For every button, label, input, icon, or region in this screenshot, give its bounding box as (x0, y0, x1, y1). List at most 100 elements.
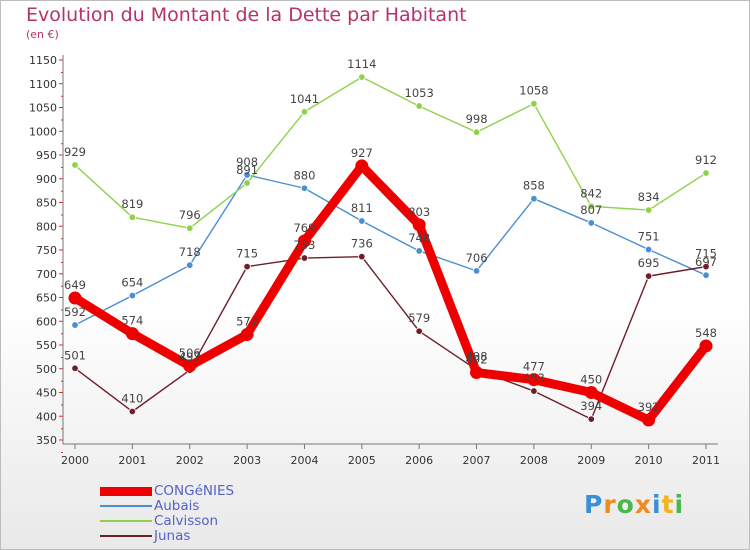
data-point (702, 262, 710, 271)
data-label: 574 (121, 314, 143, 328)
y-tick-label: 600 (36, 315, 57, 328)
data-label: 1053 (405, 86, 434, 100)
data-label: 796 (179, 208, 201, 222)
legend-swatch (100, 505, 152, 507)
x-tick-label: 2006 (405, 454, 433, 467)
x-tick-label: 2003 (233, 454, 261, 467)
logo-letter: P (584, 490, 604, 519)
data-label: 880 (293, 168, 315, 182)
data-label: 803 (408, 205, 430, 219)
data-point (644, 272, 653, 280)
data-label: 908 (236, 155, 258, 169)
y-tick-label: 700 (36, 268, 57, 281)
data-label: 477 (523, 360, 545, 374)
data-point (243, 171, 251, 179)
data-point (644, 245, 653, 254)
data-point (297, 234, 311, 248)
data-label: 929 (64, 145, 86, 159)
data-label: 842 (580, 186, 602, 200)
data-point (587, 219, 595, 227)
chart-title: Evolution du Montant de la Dette par Hab… (26, 4, 467, 26)
y-tick-label: 850 (36, 197, 57, 210)
data-label: 733 (293, 238, 315, 252)
data-label: 492 (466, 353, 488, 367)
data-point (300, 254, 309, 262)
data-label: 715 (695, 247, 717, 261)
data-point (415, 102, 423, 110)
x-tick-label: 2010 (635, 454, 663, 467)
y-tick-label: 400 (36, 410, 57, 423)
data-point (125, 327, 139, 341)
data-label: 506 (179, 346, 201, 360)
data-point (71, 321, 79, 329)
series-points (68, 73, 713, 427)
data-point (530, 387, 538, 395)
legend-swatch (100, 486, 152, 496)
x-tick-label: 2001 (118, 454, 146, 467)
legend-label: CONGéNIES (154, 483, 235, 499)
data-point (300, 184, 309, 192)
series-line-junas (74, 255, 707, 420)
x-tick-label: 2005 (348, 454, 376, 467)
logo-letter: i (674, 490, 685, 519)
data-label: 392 (638, 400, 660, 414)
data-point (71, 364, 79, 372)
data-labels: 592 654 718 908 880 811 748 706 858 807 751 697 929 8… (64, 57, 717, 414)
series-line-congénies (70, 161, 711, 425)
logo-letter: i (652, 490, 662, 519)
series-line-aubais (74, 174, 707, 326)
x-tick-label: 2007 (463, 454, 491, 467)
series-lines (70, 76, 711, 425)
data-point (243, 179, 251, 187)
data-point (584, 386, 598, 399)
data-point (128, 291, 137, 300)
data-label: 394 (580, 399, 602, 413)
data-label: 453 (523, 371, 545, 385)
y-tick-label: 900 (36, 173, 57, 186)
y-tick-label: 1050 (29, 102, 57, 115)
data-label: 912 (695, 153, 717, 167)
data-label: 715 (236, 247, 258, 261)
data-point (530, 99, 538, 108)
x-tick-label: 2004 (290, 454, 318, 467)
legend-label: Aubais (154, 498, 200, 514)
data-point (358, 217, 366, 225)
data-label: 697 (695, 255, 717, 269)
data-point (412, 218, 426, 232)
data-point (587, 202, 595, 210)
data-label: 751 (638, 230, 660, 244)
data-label: 706 (466, 251, 488, 265)
series-line-calvisson (74, 76, 707, 229)
data-label: 572 (236, 315, 258, 329)
data-label: 819 (121, 197, 143, 211)
data-label: 1041 (290, 92, 319, 106)
data-point (587, 415, 595, 423)
x-tick-label: 2002 (176, 454, 204, 467)
chart-subtitle: (en €) (26, 28, 59, 41)
legend-swatch (100, 520, 152, 522)
y-tick-label: 1150 (29, 54, 57, 67)
data-point (243, 262, 251, 271)
data-point (472, 267, 481, 275)
data-label: 858 (523, 179, 545, 193)
data-point (186, 224, 194, 232)
legend-label: Junas (154, 528, 191, 544)
x-tick-label: 2008 (520, 454, 548, 467)
data-point (415, 247, 423, 255)
x-tick-label: 2009 (577, 454, 605, 467)
logo-letter: x (634, 490, 652, 519)
data-label: 695 (638, 256, 660, 270)
data-point (644, 206, 653, 214)
data-point (128, 407, 137, 416)
data-point (186, 261, 194, 269)
data-point (530, 194, 538, 203)
y-tick-label: 800 (36, 220, 57, 233)
data-label: 498 (466, 350, 488, 364)
x-tick-label: 2000 (61, 454, 89, 467)
data-label: 1114 (347, 57, 376, 71)
data-point (702, 271, 710, 279)
data-point (300, 108, 309, 116)
legend-label: Calvisson (154, 513, 219, 529)
